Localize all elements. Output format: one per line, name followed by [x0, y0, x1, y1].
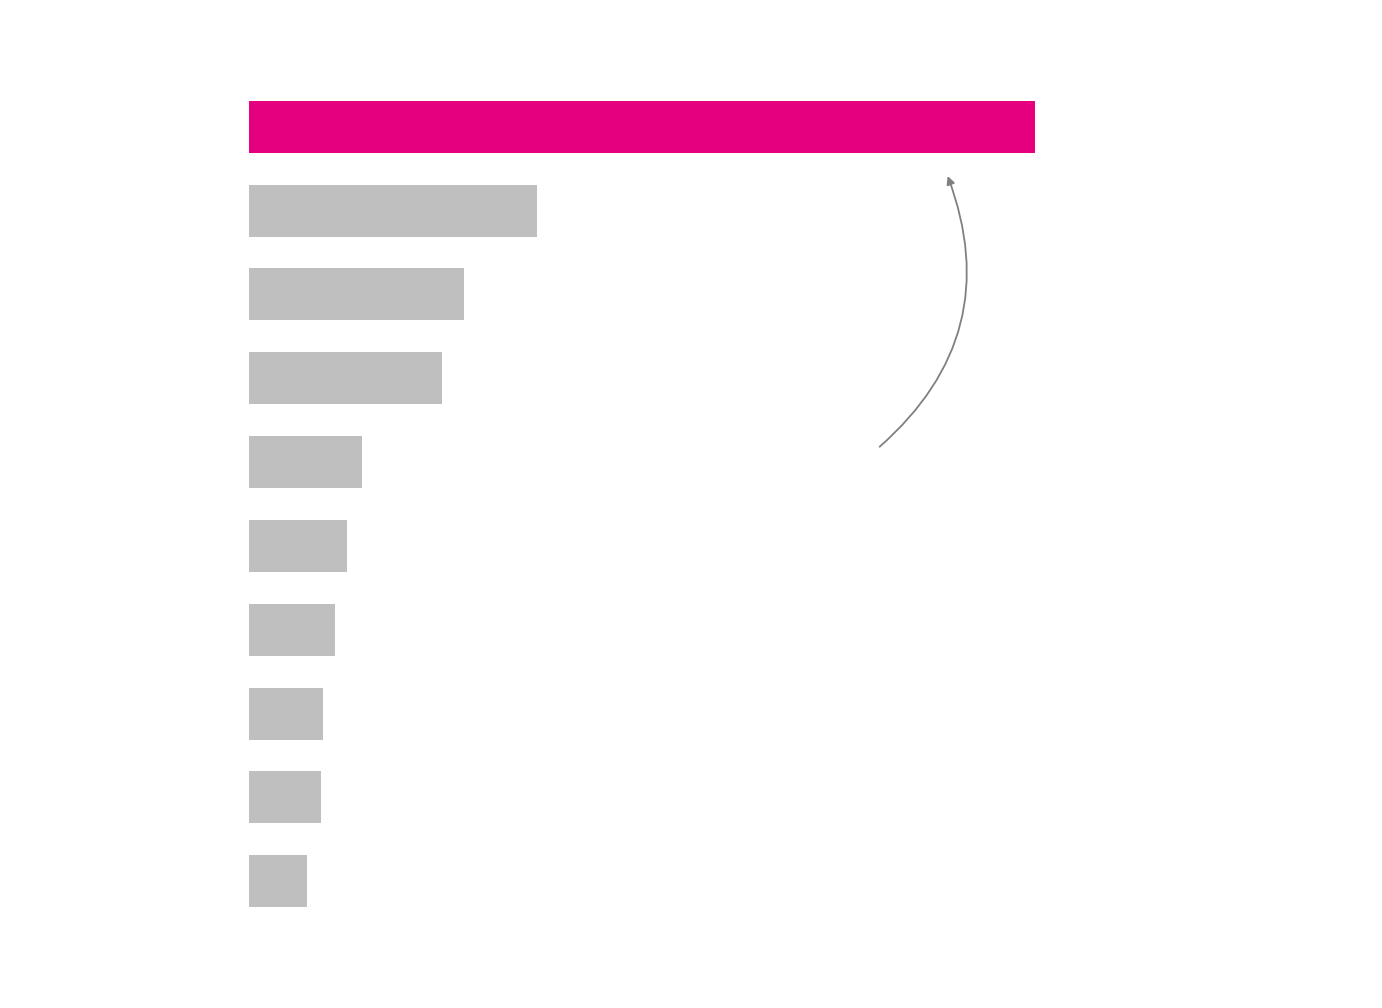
Bar	[249, 101, 1035, 153]
Bar	[249, 436, 362, 488]
Bar	[249, 687, 323, 740]
Bar	[249, 771, 321, 824]
Bar	[249, 604, 334, 656]
Bar	[249, 184, 538, 237]
Bar	[249, 268, 463, 321]
Bar	[249, 855, 307, 907]
Bar	[249, 520, 347, 572]
Bar	[249, 352, 442, 404]
